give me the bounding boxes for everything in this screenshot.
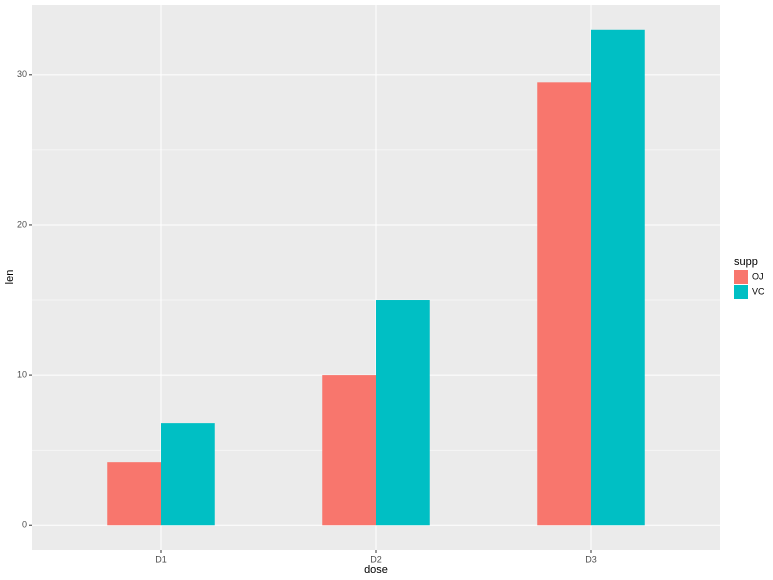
legend-label: VC — [752, 286, 765, 296]
y-tick-label: 20 — [17, 219, 27, 229]
x-tick-label: D2 — [370, 554, 382, 564]
y-axis-title: len — [4, 270, 16, 285]
x-tick-label: D1 — [155, 554, 167, 564]
legend-label: OJ — [752, 271, 764, 281]
bar — [591, 29, 645, 526]
bar — [376, 300, 430, 526]
legend-title: supp — [734, 256, 758, 268]
x-axis-title: dose — [364, 564, 388, 576]
x-tick-label: D3 — [585, 554, 597, 564]
y-tick-label: 0 — [22, 520, 27, 530]
bar — [161, 423, 215, 526]
legend-key — [734, 285, 748, 299]
y-tick-label: 30 — [17, 69, 27, 79]
bar — [107, 462, 161, 526]
legend-key — [734, 270, 748, 284]
bar — [537, 82, 591, 526]
bar — [322, 375, 376, 526]
y-tick-label: 10 — [17, 369, 27, 379]
